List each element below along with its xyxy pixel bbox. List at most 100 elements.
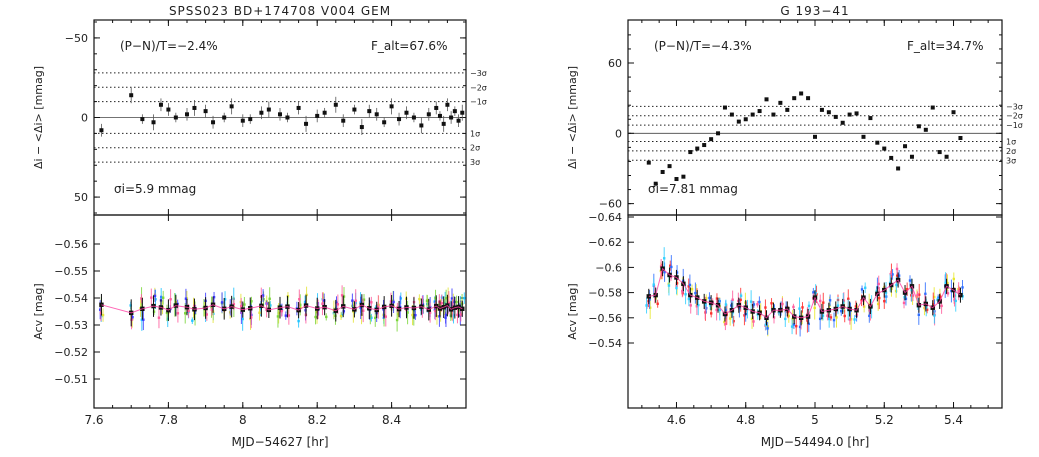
top-data-point [203, 109, 208, 114]
comparison-point [925, 308, 929, 311]
comparison-point [932, 303, 935, 306]
comparison-point [739, 298, 742, 301]
comparison-point [406, 311, 409, 314]
top-data-point [452, 109, 457, 114]
top-data-point [702, 143, 707, 148]
comparison-point [924, 292, 927, 296]
comparison-point [339, 314, 343, 318]
comparison-point [739, 294, 743, 297]
top-y-axis-label: Δi − <Δi> [mmag] [32, 66, 45, 169]
comparison-point [258, 311, 261, 314]
top-data-point [722, 105, 727, 110]
comparison-point [787, 314, 791, 318]
comparison-point [932, 295, 936, 299]
top-data-point [889, 155, 894, 160]
sigma-label: 2σ [470, 144, 480, 153]
comparison-point [184, 297, 188, 300]
comparison-point [946, 281, 949, 285]
comparison-point [176, 312, 180, 315]
comparison-point [452, 314, 455, 317]
comparison-point [129, 304, 132, 307]
top-data-point [861, 134, 866, 139]
comparison-point [435, 315, 439, 318]
comparison-point [250, 316, 253, 319]
x-tick-label: 8.4 [382, 413, 401, 427]
comparison-point [818, 317, 822, 321]
top-data-point [419, 123, 424, 128]
top-data-point [185, 112, 189, 117]
comparison-point [829, 316, 833, 319]
top-data-point [923, 127, 928, 132]
top-data-point [315, 113, 320, 118]
comparison-point [361, 309, 365, 312]
top-data-point [229, 104, 234, 109]
comparison-point [917, 313, 921, 316]
comparison-point [166, 317, 169, 321]
comparison-point [212, 295, 216, 299]
comparison-point [849, 318, 853, 321]
comparison-point [325, 315, 328, 319]
top-data-point [278, 112, 282, 117]
comparison-point [944, 281, 947, 285]
x-tick-label: 4.8 [736, 413, 755, 427]
comparison-point [884, 291, 888, 294]
comparison-point [860, 288, 864, 291]
comparison-point [268, 297, 271, 300]
comparison-point [940, 304, 943, 308]
bottom-y-axis-label: Acv [mag] [32, 283, 45, 339]
comparison-point [684, 293, 687, 296]
comparison-point [645, 304, 648, 307]
comparison-point [728, 317, 732, 320]
comparison-point [321, 302, 324, 305]
top-data-point [222, 115, 227, 120]
sigma-annotation: σi=7.81 mmag [648, 182, 738, 196]
comparison-point [854, 305, 858, 308]
comparison-point [835, 316, 838, 319]
top-data-point [173, 115, 178, 120]
comparison-point [434, 309, 437, 313]
top-data-point [854, 111, 859, 116]
comparison-point [827, 317, 831, 321]
comparison-point [784, 317, 787, 321]
x-tick-label: 5 [811, 413, 819, 427]
comparison-point [675, 271, 679, 274]
comparison-point [864, 286, 867, 289]
comparison-point [836, 304, 840, 307]
comparison-point [772, 316, 776, 319]
sigma-label: −3σ [1006, 102, 1023, 111]
comparison-point [153, 294, 157, 298]
comparison-point [856, 306, 859, 309]
comparison-point [370, 301, 373, 304]
top-data-point [937, 150, 942, 155]
comparison-point [724, 303, 728, 306]
comparison-point [389, 300, 393, 303]
comparison-point [150, 296, 153, 299]
comparison-point [418, 297, 421, 301]
comparison-point [667, 284, 671, 287]
chart-title: G 193−41 [780, 4, 849, 18]
x-tick-label: 5.2 [875, 413, 894, 427]
comparison-point [715, 297, 719, 300]
y-tick-label: 0 [615, 127, 622, 140]
top-data-point [868, 116, 873, 121]
comparison-point [342, 310, 346, 313]
comparison-point [284, 314, 288, 317]
top-data-point [140, 117, 145, 122]
falt-annotation: F_alt=67.6% [371, 39, 447, 53]
comparison-point [954, 299, 957, 303]
comparison-point [822, 301, 825, 304]
top-data-point [660, 169, 665, 174]
comparison-point [648, 306, 652, 309]
comparison-point [669, 264, 672, 267]
comparison-point [766, 327, 769, 330]
comparison-point [438, 300, 441, 303]
ratio-annotation: (P−N)/T=−4.3% [654, 39, 752, 53]
comparison-point [792, 323, 796, 326]
comparison-point [695, 305, 699, 308]
y-tick-label: −0.6 [595, 261, 622, 274]
comparison-point [715, 308, 718, 312]
comparison-point [749, 300, 753, 303]
comparison-point [142, 318, 145, 321]
comparison-point [463, 296, 466, 300]
